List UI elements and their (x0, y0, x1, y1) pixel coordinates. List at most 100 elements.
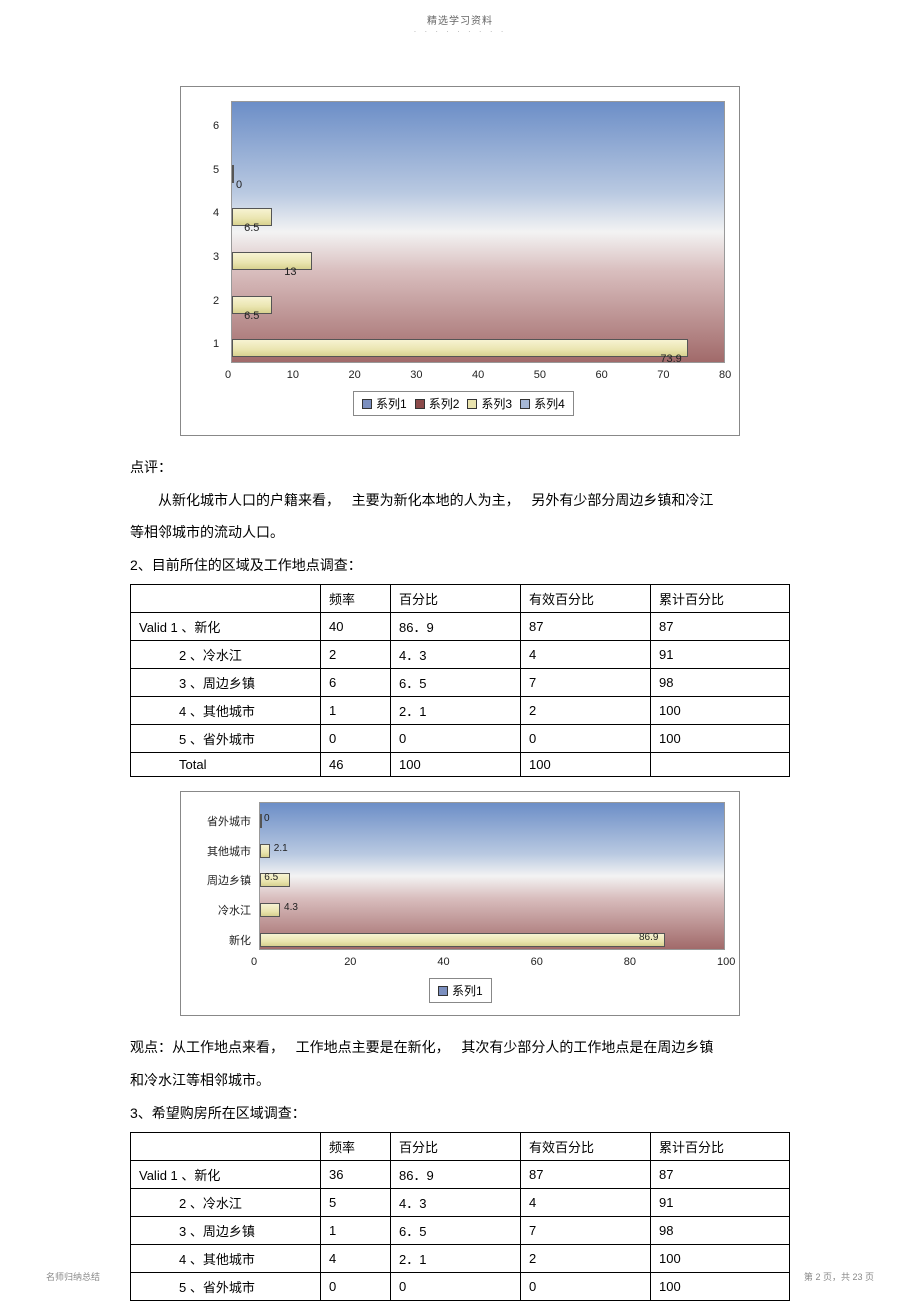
table-row: 3 、周边乡镇16．5798 (131, 1217, 790, 1245)
table-cell: 3 、周边乡镇 (131, 1217, 321, 1245)
table-cell: 86．9 (391, 1161, 521, 1189)
chart-2-xlabel: 100 (717, 956, 735, 968)
table-cell: 7 (521, 669, 651, 697)
page-content: 73.96.5136.50 系列1系列2系列3系列4 1234560102030… (130, 86, 790, 1301)
commentary-1-heading: 点评： (130, 454, 790, 481)
text: 第 (804, 1272, 813, 1282)
text: 页 (865, 1272, 874, 1282)
chart-1-ylabel: 3 (213, 251, 219, 263)
table-row: 2 、冷水江54．3491 (131, 1189, 790, 1217)
commentary-1-line1: 从新化城市人口的户籍来看， 主要为新化本地的人为主， 另外有少部分周边乡镇和冷江 (130, 487, 790, 514)
chart-1-xlabel: 60 (596, 369, 608, 381)
table-row: 5 、省外城市000100 (131, 1273, 790, 1301)
table-cell: 4 (521, 1189, 651, 1217)
table-cell: 2 、冷水江 (131, 1189, 321, 1217)
chart-1-ylabel: 4 (213, 207, 219, 219)
commentary-1-line2: 等相邻城市的流动人口。 (130, 519, 790, 546)
table-cell: 5 、省外城市 (131, 725, 321, 753)
chart-1-bar (232, 339, 688, 357)
table-cell: 5 (321, 1189, 391, 1217)
chart-2-xlabel: 60 (531, 956, 543, 968)
table-header-cell: 累计百分比 (651, 585, 790, 613)
table-cell: 86．9 (391, 613, 521, 641)
chart-1: 73.96.5136.50 系列1系列2系列3系列4 1234560102030… (180, 86, 740, 436)
table-cell: 2 (321, 641, 391, 669)
page-total: 23 (850, 1272, 865, 1282)
table-cell: 4 (521, 641, 651, 669)
chart-1-xlabel: 20 (349, 369, 361, 381)
text: 另外有少部分周边乡镇和冷江 (531, 492, 713, 508)
table-cell: 4．3 (391, 1189, 521, 1217)
table-cell: 98 (651, 669, 790, 697)
table-cell: 2 、冷水江 (131, 641, 321, 669)
chart-2-bar (260, 814, 262, 828)
table-cell: 100 (651, 697, 790, 725)
chart-1-ylabel: 6 (213, 120, 219, 132)
chart-2-xlabel: 0 (251, 956, 257, 968)
table-header-cell: 频率 (321, 1133, 391, 1161)
chart-2-xlabel: 80 (624, 956, 636, 968)
chart-2-bar (260, 903, 280, 917)
table-cell: 40 (321, 613, 391, 641)
table-header-cell: 累计百分比 (651, 1133, 790, 1161)
table-cell: 0 (321, 725, 391, 753)
chart-2-ylabel: 新化 (229, 932, 251, 948)
chart-2-value-label: 0 (264, 813, 270, 824)
chart-2-bar (260, 933, 665, 947)
table-cell: Total (131, 753, 321, 777)
table-2: 频率百分比有效百分比累计百分比Valid 1 、新化3686．987872 、冷… (130, 1132, 790, 1301)
table-cell: 100 (521, 753, 651, 777)
chart-2-value-label: 2.1 (274, 843, 288, 854)
text: 主要为新化本地的人为主， (352, 492, 520, 508)
chart-2-value-label: 4.3 (284, 902, 298, 913)
chart-1-bar (232, 165, 234, 183)
table-cell: 91 (651, 1189, 790, 1217)
table-row: Valid 1 、新化4086．98787 (131, 613, 790, 641)
table-cell: 6．5 (391, 1217, 521, 1245)
chart-2-ylabel: 周边乡镇 (207, 872, 251, 888)
commentary-2-line2: 和冷水江等相邻城市。 (130, 1067, 790, 1094)
table-cell: 87 (521, 1161, 651, 1189)
table-cell: 0 (321, 1273, 391, 1301)
chart-1-plot: 73.96.5136.50 (231, 101, 725, 363)
table-row: 5 、省外城市000100 (131, 725, 790, 753)
table-cell: 1 (321, 1217, 391, 1245)
table-cell: 2 (521, 697, 651, 725)
text: 观点：从工作地点来看， (130, 1039, 284, 1055)
table-cell: 6 (321, 669, 391, 697)
table-cell: 91 (651, 641, 790, 669)
table-header-cell: 有效百分比 (521, 1133, 651, 1161)
table-row: 4 、其他城市42．12100 (131, 1245, 790, 1273)
table-cell: 100 (391, 753, 521, 777)
table-row: 4 、其他城市12．12100 (131, 697, 790, 725)
table-cell: 4 、其他城市 (131, 1245, 321, 1273)
table-header-cell (131, 1133, 321, 1161)
table-cell: 87 (521, 613, 651, 641)
table-row: 频率百分比有效百分比累计百分比 (131, 585, 790, 613)
chart-1-legend: 系列1系列2系列3系列4 (353, 391, 574, 416)
table-header-cell (131, 585, 321, 613)
chart-1-xlabel: 40 (472, 369, 484, 381)
chart-2-ylabel: 省外城市 (207, 813, 251, 829)
table-row: Valid 1 、新化3686．98787 (131, 1161, 790, 1189)
page-header-dots: · · · · · · · · · (0, 27, 920, 36)
table-cell: 7 (521, 1217, 651, 1245)
commentary-2-line1: 观点：从工作地点来看， 工作地点主要是在新化， 其次有少部分人的工作地点是在周边… (130, 1034, 790, 1061)
table-cell: 0 (391, 725, 521, 753)
table-cell: 36 (321, 1161, 391, 1189)
chart-1-xlabel: 50 (534, 369, 546, 381)
text: 其次有少部分人的工作地点是在周边乡镇 (461, 1039, 713, 1055)
chart-1-ylabel: 2 (213, 295, 219, 307)
text: 页，共 (823, 1272, 850, 1282)
chart-1-xlabel: 30 (410, 369, 422, 381)
table-cell: 87 (651, 613, 790, 641)
table-cell (651, 753, 790, 777)
chart-1-value-label: 6.5 (244, 310, 259, 322)
footer-right: 第 2 页，共 23 页 (804, 1270, 874, 1283)
table-header-cell: 频率 (321, 585, 391, 613)
table-1: 频率百分比有效百分比累计百分比Valid 1 、新化4086．987872 、冷… (130, 584, 790, 777)
chart-2-plot: 86.94.36.52.10 (259, 802, 725, 950)
table-cell: 0 (521, 725, 651, 753)
table-row: 3 、周边乡镇66．5798 (131, 669, 790, 697)
table-cell: 2．1 (391, 697, 521, 725)
